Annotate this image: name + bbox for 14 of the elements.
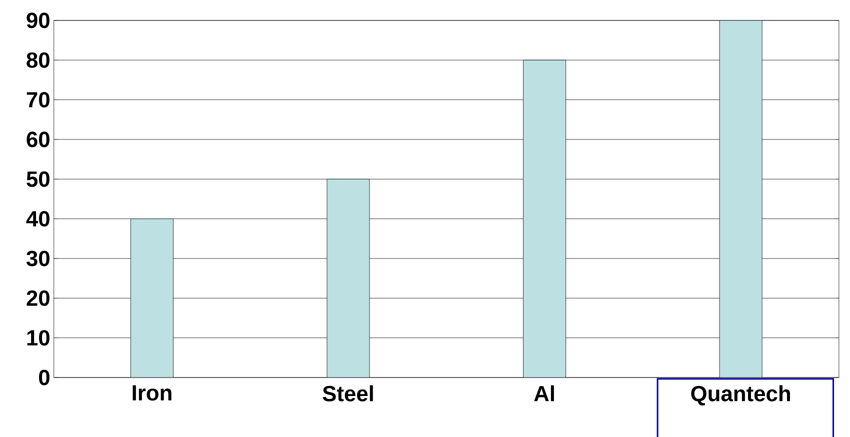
y-tick-label: 50 <box>26 171 50 187</box>
y-tick-label: 20 <box>26 290 50 306</box>
y-tick-label: 0 <box>39 370 50 386</box>
y-tick-label: 40 <box>26 211 50 227</box>
x-tick-label: Steel <box>322 385 373 402</box>
y-tick-label: 60 <box>26 132 50 148</box>
x-tick-label: Al <box>534 385 554 402</box>
y-tick-label: 90 <box>26 12 50 28</box>
x-tick-label: Iron <box>132 385 172 401</box>
y-tick-label: 80 <box>26 52 50 68</box>
x-tick-label: Quantech <box>691 385 790 406</box>
y-tick-label: 70 <box>26 92 50 108</box>
y-tick-label: 30 <box>26 250 50 266</box>
y-tick-label: 10 <box>27 330 50 346</box>
